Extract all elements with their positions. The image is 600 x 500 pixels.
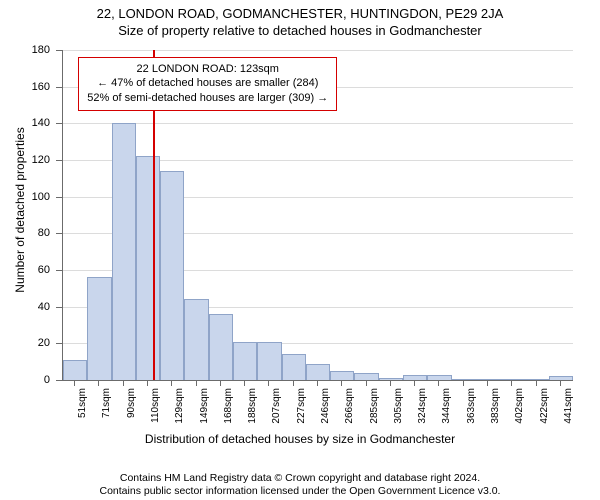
xtick-label: 188sqm	[247, 388, 258, 438]
bar	[87, 277, 111, 380]
footer: Contains HM Land Registry data © Crown c…	[0, 472, 600, 498]
xtick-mark	[244, 380, 245, 386]
ytick-label: 140	[0, 117, 56, 129]
xtick-label: 207sqm	[271, 388, 282, 438]
xtick-label: 441sqm	[563, 388, 574, 438]
bar	[112, 123, 136, 380]
xtick-label: 363sqm	[466, 388, 477, 438]
ytick-label: 20	[0, 337, 56, 349]
xtick-mark	[317, 380, 318, 386]
bar	[354, 373, 378, 380]
xtick-mark	[560, 380, 561, 386]
gridline	[63, 123, 573, 124]
annotation-line3: 52% of semi-detached houses are larger (…	[87, 91, 328, 106]
bar	[160, 171, 184, 380]
bar	[257, 342, 281, 381]
xtick-label: 71sqm	[101, 388, 112, 438]
page-title-line2: Size of property relative to detached ho…	[0, 23, 600, 38]
xtick-label: 285sqm	[369, 388, 380, 438]
page-title-line1: 22, LONDON ROAD, GODMANCHESTER, HUNTINGD…	[0, 6, 600, 21]
bar	[306, 364, 330, 381]
footer-line2: Contains public sector information licen…	[0, 485, 600, 498]
xtick-mark	[293, 380, 294, 386]
bar	[524, 379, 548, 380]
bar	[136, 156, 160, 380]
ytick-label: 80	[0, 227, 56, 239]
xtick-label: 402sqm	[514, 388, 525, 438]
ytick-label: 60	[0, 264, 56, 276]
bar	[452, 379, 476, 380]
xtick-mark	[171, 380, 172, 386]
x-axis-title: Distribution of detached houses by size …	[0, 432, 600, 446]
bar	[63, 360, 87, 380]
xtick-mark	[196, 380, 197, 386]
bar	[427, 375, 451, 381]
ytick-label: 100	[0, 191, 56, 203]
xtick-mark	[98, 380, 99, 386]
xtick-mark	[511, 380, 512, 386]
xtick-mark	[74, 380, 75, 386]
bar	[184, 299, 208, 380]
footer-line1: Contains HM Land Registry data © Crown c…	[0, 472, 600, 485]
ytick-label: 120	[0, 154, 56, 166]
xtick-label: 90sqm	[126, 388, 137, 438]
xtick-label: 168sqm	[223, 388, 234, 438]
xtick-label: 227sqm	[296, 388, 307, 438]
xtick-mark	[341, 380, 342, 386]
bar	[500, 379, 524, 380]
bar	[403, 375, 427, 381]
xtick-mark	[268, 380, 269, 386]
annotation-box: 22 LONDON ROAD: 123sqm ← 47% of detached…	[78, 57, 337, 112]
bar	[330, 371, 354, 380]
ytick-label: 180	[0, 44, 56, 56]
xtick-label: 305sqm	[393, 388, 404, 438]
ytick-label: 40	[0, 301, 56, 313]
bar	[209, 314, 233, 380]
gridline	[63, 50, 573, 51]
bar	[233, 342, 257, 381]
xtick-mark	[487, 380, 488, 386]
xtick-label: 149sqm	[199, 388, 210, 438]
xtick-label: 344sqm	[441, 388, 452, 438]
xtick-label: 266sqm	[344, 388, 355, 438]
ytick-label: 0	[0, 374, 56, 386]
xtick-label: 51sqm	[77, 388, 88, 438]
xtick-mark	[390, 380, 391, 386]
annotation-line1: 22 LONDON ROAD: 123sqm	[87, 62, 328, 77]
xtick-mark	[220, 380, 221, 386]
xtick-mark	[366, 380, 367, 386]
plot-area: 22 LONDON ROAD: 123sqm ← 47% of detached…	[62, 50, 573, 381]
xtick-label: 110sqm	[150, 388, 161, 438]
xtick-mark	[414, 380, 415, 386]
xtick-mark	[438, 380, 439, 386]
xtick-label: 324sqm	[417, 388, 428, 438]
xtick-mark	[147, 380, 148, 386]
xtick-mark	[123, 380, 124, 386]
xtick-label: 383sqm	[490, 388, 501, 438]
bar	[282, 354, 306, 380]
xtick-label: 246sqm	[320, 388, 331, 438]
bar	[549, 376, 573, 380]
xtick-label: 422sqm	[539, 388, 550, 438]
bar	[379, 378, 403, 380]
xtick-label: 129sqm	[174, 388, 185, 438]
ytick-label: 160	[0, 81, 56, 93]
xtick-mark	[536, 380, 537, 386]
chart-container: Number of detached properties 0204060801…	[0, 40, 600, 450]
annotation-line2: ← 47% of detached houses are smaller (28…	[87, 76, 328, 91]
xtick-mark	[463, 380, 464, 386]
